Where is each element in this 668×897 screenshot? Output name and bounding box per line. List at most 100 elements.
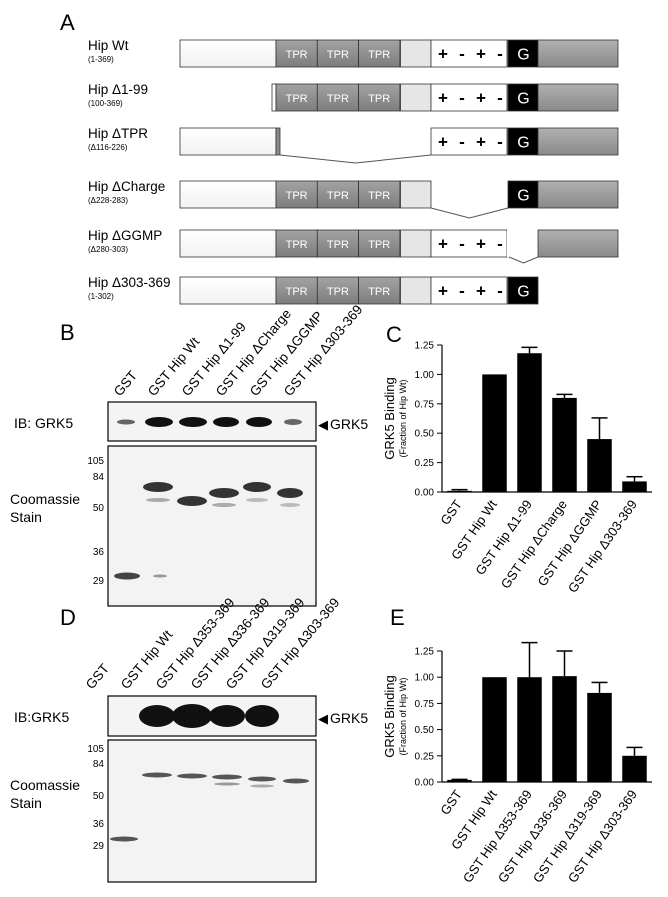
tpr-label: TPR	[286, 49, 308, 61]
tpr-repeat	[316, 39, 359, 68]
ggmp-box	[507, 39, 539, 68]
tpr-repeat	[358, 276, 401, 305]
y-tick-label: 0.25	[415, 458, 435, 469]
band	[142, 772, 172, 778]
mw-marker: 84	[93, 759, 105, 770]
construct-range: (1-369)	[88, 55, 114, 64]
y-tick-label: 1.00	[415, 370, 435, 381]
mw-marker: 29	[93, 576, 105, 587]
y-tick-label: 0.50	[415, 725, 435, 736]
charge-symbol: -	[459, 45, 465, 64]
construct-name: Hip Wt	[88, 38, 129, 53]
charge-symbol: +	[476, 235, 486, 254]
bar	[517, 353, 542, 492]
y-tick-label: 1.25	[415, 341, 435, 352]
charge-symbol: +	[438, 282, 448, 301]
charge-symbol: +	[438, 45, 448, 64]
n-terminal-region	[179, 39, 277, 68]
tpr-repeat	[275, 276, 318, 305]
band	[246, 498, 268, 502]
construct-name: Hip Δ1-99	[88, 82, 148, 97]
blot-label: IB:GRK5	[14, 709, 69, 725]
band	[245, 705, 279, 727]
charge-symbol: -	[497, 235, 503, 254]
panel-letter-b: B	[60, 320, 75, 345]
charge-symbol: +	[476, 45, 486, 64]
tpr-label: TPR	[327, 239, 349, 251]
lane-label: GST	[83, 661, 112, 692]
tpr-label: TPR	[368, 93, 390, 105]
band	[114, 572, 140, 580]
c-terminal-tail	[537, 180, 619, 209]
y-tick-label: 1.00	[415, 673, 435, 684]
band	[179, 417, 207, 427]
ggmp-label: G	[517, 47, 529, 64]
construct-range: (1-302)	[88, 292, 114, 301]
tpr-repeat	[275, 180, 318, 209]
charged-region	[430, 83, 508, 112]
n-terminal-region	[179, 127, 277, 156]
band	[110, 836, 138, 842]
construct-diagram: Hip Wt (1-369) Hip Δ1-99 (100-369) Hip ΔTPR (…	[88, 38, 619, 305]
panel-letter-c: C	[386, 322, 402, 347]
n-terminal-region	[179, 276, 277, 305]
tpr-repeat	[275, 83, 318, 112]
linker-region	[400, 39, 432, 68]
mw-markers: 105 84 50 36 29	[87, 744, 104, 852]
ggmp-label: G	[517, 91, 529, 108]
c-terminal-tail	[537, 229, 619, 258]
c-terminal-tail	[537, 39, 619, 68]
tpr-repeat	[358, 39, 401, 68]
tpr-repeat	[316, 180, 359, 209]
charge-symbol: +	[476, 133, 486, 152]
bar	[587, 439, 612, 492]
construct-range: (Δ116-226)	[88, 143, 128, 152]
ggmp-box	[507, 83, 539, 112]
gel-label-line1: Coomassie	[10, 491, 80, 507]
bar	[552, 397, 577, 492]
tpr-stub	[275, 127, 281, 156]
mw-markers: 105 84 50 36 29	[87, 456, 104, 587]
band	[284, 419, 302, 425]
construct-name: Hip ΔGGMP	[88, 228, 162, 243]
tpr-label: TPR	[327, 93, 349, 105]
immunoblot-strip	[107, 401, 317, 442]
band-arrow-icon: ◀	[318, 711, 328, 726]
tpr-label: TPR	[286, 239, 308, 251]
band	[146, 498, 170, 502]
tpr-repeat	[316, 83, 359, 112]
mw-marker: 105	[87, 456, 104, 467]
band	[177, 773, 207, 779]
charge-symbol: -	[497, 45, 503, 64]
lane-label: GST	[111, 368, 140, 399]
band	[212, 774, 242, 780]
mw-marker: 84	[93, 472, 105, 483]
y-tick-label: 1.25	[415, 647, 435, 658]
y-axis-sublabel: (Fraction of Hip Wt)	[398, 677, 408, 755]
deletion-connector	[430, 207, 509, 219]
bar	[447, 490, 472, 492]
panel-letter-a: A	[60, 10, 75, 35]
tpr-label: TPR	[327, 49, 349, 61]
band	[246, 417, 272, 427]
band	[243, 482, 271, 492]
ggmp-box	[507, 180, 539, 209]
band	[209, 705, 245, 727]
y-tick-label: 0.75	[415, 399, 435, 410]
n-terminal-region	[179, 180, 277, 209]
charge-symbol: -	[497, 89, 503, 108]
blot-label: IB: GRK5	[14, 415, 73, 431]
band	[277, 488, 303, 498]
band-label: GRK5	[330, 416, 368, 432]
tpr-label: TPR	[368, 190, 390, 202]
bar	[482, 677, 507, 782]
ggmp-box	[507, 127, 539, 156]
band	[153, 574, 167, 578]
coomassie-gel	[107, 445, 317, 607]
tpr-label: TPR	[327, 190, 349, 202]
bar-chart-c: 0.00 0.25 0.50 0.75 1.00 1.25 GRK5 Binding (Fra…	[382, 341, 652, 596]
charge-symbol: +	[476, 282, 486, 301]
